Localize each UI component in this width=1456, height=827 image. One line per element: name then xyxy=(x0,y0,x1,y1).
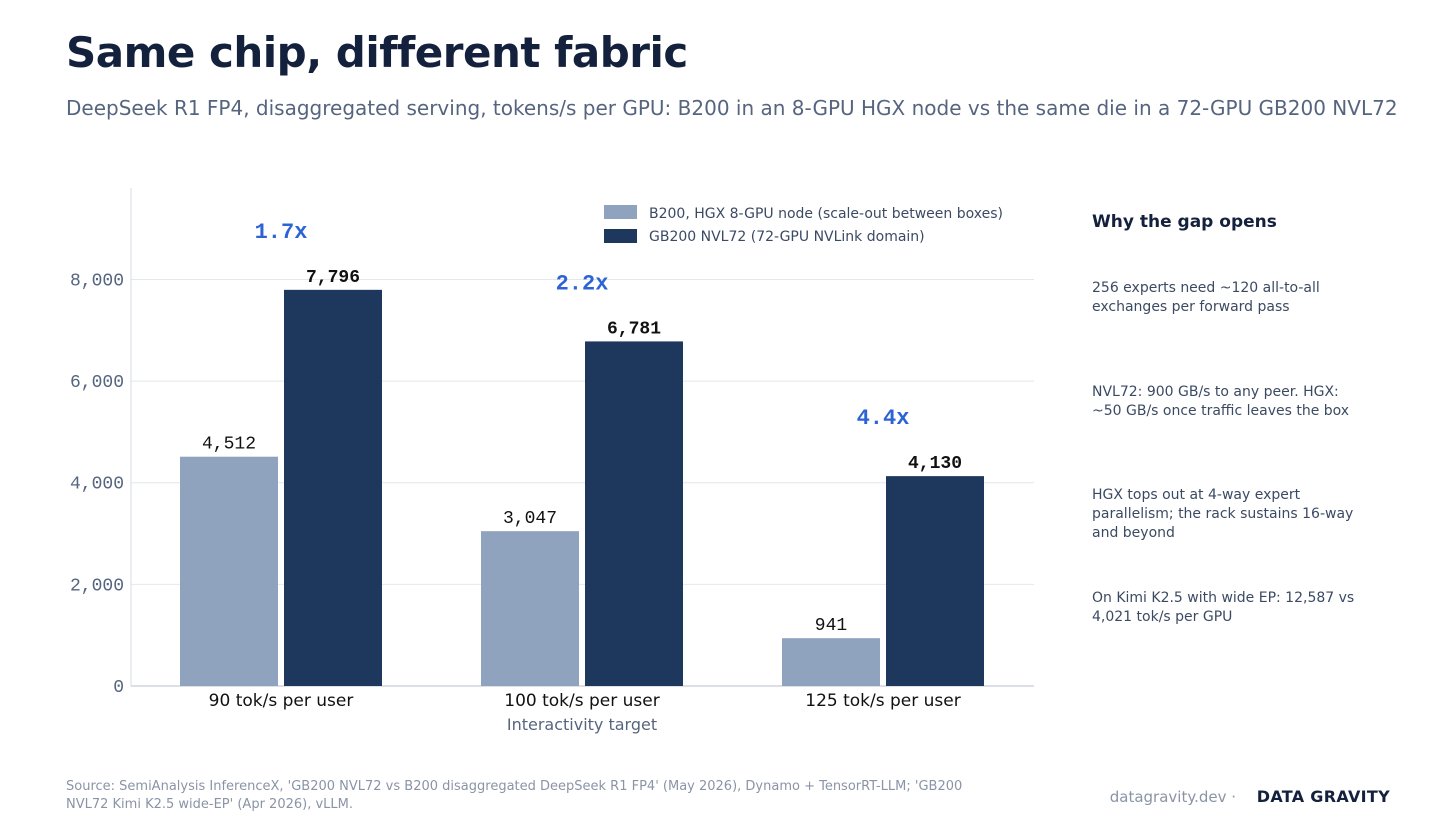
value-label-gb200: 6,781 xyxy=(607,319,661,339)
y-tick-label: 8,000 xyxy=(70,271,124,291)
sidebar-note: On Kimi K2.5 with wide EP: 12,587 vs 4,0… xyxy=(1092,590,1355,625)
y-tick-label: 2,000 xyxy=(70,576,124,596)
bar-chart: 0 2,000 4,000 6,000 8,000 4,512 7,796 3,047 6,7… xyxy=(70,188,1034,734)
multiplier-label: 4.4x xyxy=(857,406,910,431)
bar-b200 xyxy=(481,531,579,686)
x-category-label: 125 tok/s per user xyxy=(805,691,960,711)
chart-subtitle: DeepSeek R1 FP4, disaggregated serving, … xyxy=(66,96,1398,120)
x-category-label: 100 tok/s per user xyxy=(504,691,659,711)
bars xyxy=(180,289,984,686)
multiplier-label: 2.2x xyxy=(556,271,609,296)
bar-gb200 xyxy=(284,289,382,686)
legend-swatch-b200 xyxy=(604,205,637,219)
y-tick-label: 4,000 xyxy=(70,475,124,495)
x-category-label: 90 tok/s per user xyxy=(209,691,354,711)
legend-swatch-gb200 xyxy=(604,229,637,243)
multiplier-labels: 1.7x 2.2x 4.4x xyxy=(255,220,910,431)
legend-label-b200: B200, HGX 8-GPU node (scale-out between … xyxy=(649,206,1003,222)
y-tick-label: 0 xyxy=(113,678,124,698)
sidebar-note: NVL72: 900 GB/s to any peer. HGX: ~50 GB… xyxy=(1092,384,1350,419)
value-label-gb200: 4,130 xyxy=(908,454,962,474)
value-label-b200: 941 xyxy=(815,616,847,636)
bar-gb200 xyxy=(585,341,683,686)
multiplier-label: 1.7x xyxy=(255,220,308,245)
x-axis-categories: 90 tok/s per user 100 tok/s per user 125 t… xyxy=(209,691,961,711)
y-tick-label: 6,000 xyxy=(70,373,124,393)
source-note: Source: SemiAnalysis InferenceX, 'GB200 … xyxy=(66,779,963,812)
value-labels: 4,512 7,796 3,047 6,781 941 4,130 xyxy=(202,268,962,636)
sidebar-note: 256 experts need ~120 all-to-all exchang… xyxy=(1092,280,1320,315)
value-label-gb200: 7,796 xyxy=(306,268,360,288)
legend-label-gb200: GB200 NVL72 (72-GPU NVLink domain) xyxy=(649,229,925,245)
gridlines xyxy=(131,278,1034,687)
bar-b200 xyxy=(180,456,278,686)
sidebar-note: HGX tops out at 4-way expert parallelism… xyxy=(1092,487,1354,541)
bar-b200 xyxy=(782,638,880,686)
x-axis-title: Interactivity target xyxy=(507,715,657,734)
footer-brand: DATA GRAVITY xyxy=(1256,787,1390,806)
bar-gb200 xyxy=(886,476,984,686)
sidebar-title: Why the gap opens xyxy=(1092,212,1277,232)
value-label-b200: 3,047 xyxy=(503,509,557,529)
chart-title: Same chip, different fabric xyxy=(66,28,688,77)
y-axis-ticks: 0 2,000 4,000 6,000 8,000 xyxy=(70,271,124,698)
legend: B200, HGX 8-GPU node (scale-out between … xyxy=(604,205,1003,245)
value-label-b200: 4,512 xyxy=(202,435,256,455)
footer-site-link[interactable]: datagravity.dev · xyxy=(1109,788,1236,806)
